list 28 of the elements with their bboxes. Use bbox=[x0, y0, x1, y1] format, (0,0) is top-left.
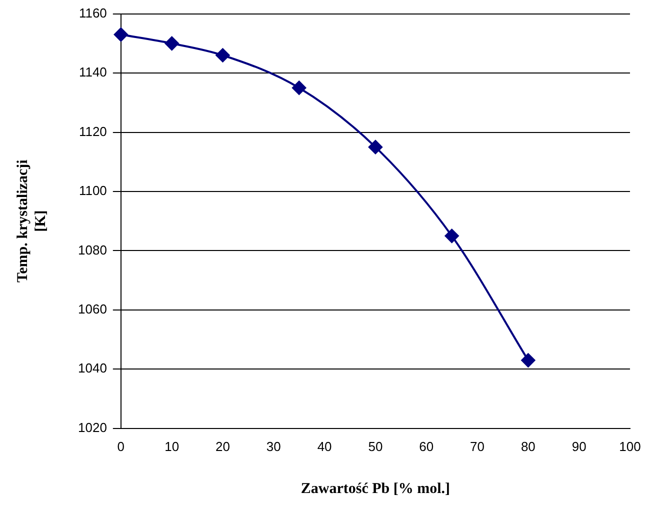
x-tick-label: 10 bbox=[164, 438, 180, 454]
point bbox=[444, 228, 459, 243]
x-axis-title: Zawartość Pb [% mol.] bbox=[300, 480, 450, 497]
point bbox=[114, 28, 128, 42]
x-tick-label: 30 bbox=[266, 438, 281, 454]
point bbox=[164, 36, 179, 50]
y-tick-label: 1140 bbox=[78, 64, 107, 80]
point bbox=[292, 80, 306, 95]
x-tick-label: 70 bbox=[470, 438, 485, 454]
y-tick-label: 1160 bbox=[78, 5, 107, 20]
y-axis-title: Temp. krystalizacji [K] bbox=[14, 160, 49, 282]
x-tick-label: 90 bbox=[572, 438, 586, 454]
point bbox=[521, 353, 536, 368]
y-tick-label: 1020 bbox=[78, 420, 107, 435]
x-tick-label: 50 bbox=[368, 438, 383, 454]
y-tick-label: 1060 bbox=[78, 302, 107, 317]
y-tick-label: 1080 bbox=[78, 242, 107, 258]
x-tick-label: 20 bbox=[216, 438, 230, 454]
x-tick-label: 0 bbox=[117, 438, 125, 454]
y-tick-label: 1120 bbox=[78, 124, 107, 139]
y-tick-label: 1040 bbox=[78, 360, 107, 376]
y-tick-label: 1100 bbox=[78, 183, 107, 198]
point bbox=[216, 48, 230, 62]
x-tick-label: 40 bbox=[317, 438, 332, 454]
x-tick-label: 60 bbox=[419, 438, 434, 454]
point bbox=[368, 140, 382, 154]
x-tick-label: 100 bbox=[619, 438, 641, 454]
x-tick-label: 80 bbox=[520, 438, 536, 454]
